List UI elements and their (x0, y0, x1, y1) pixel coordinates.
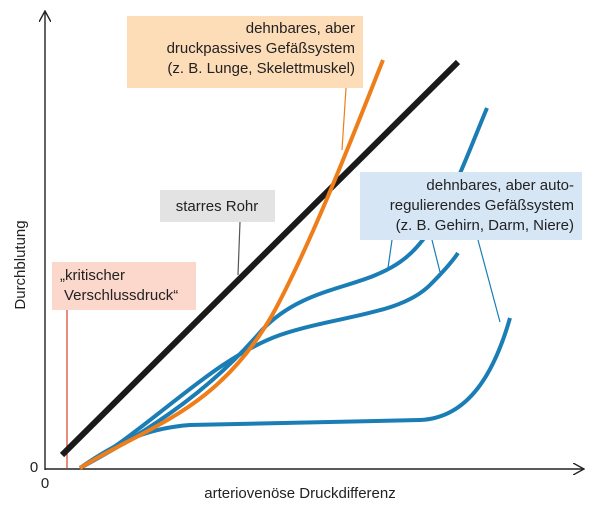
callout-text: Verschlussdruck“ (64, 287, 178, 304)
rigid-box (160, 190, 275, 222)
critical-box (52, 262, 196, 310)
autoreg-pointer (387, 239, 501, 323)
y-axis-label: Durchblutung (12, 220, 29, 309)
callout-text: starres Rohr (176, 198, 259, 215)
passive-curve (78, 59, 385, 470)
callout-text: (z. B. Lunge, Skelettmuskel) (167, 60, 355, 77)
passive-pointer (341, 87, 347, 151)
autoreg-curve (78, 317, 512, 470)
callout-text: (z. B. Gehirn, Darm, Niere) (396, 217, 574, 234)
rigid-pointer (237, 221, 241, 276)
autoreg-box (360, 172, 582, 240)
x-axis-label: arteriovenöse Druckdifferenz (204, 485, 395, 502)
rigid-line (59, 59, 461, 458)
x-origin: 0 (41, 475, 49, 492)
callout-text: druckpassives Gefäßsystem (167, 40, 355, 57)
y-origin: 0 (30, 459, 38, 476)
callout-text: dehnbares, aber (246, 20, 355, 37)
passive-box (127, 16, 363, 88)
callout-text: regulierendes Gefäßsystem (390, 197, 574, 214)
callout-text: „kritischer (60, 267, 125, 284)
autoreg-curve (79, 251, 460, 470)
callout-text: dehnbares, aber auto- (426, 177, 574, 194)
